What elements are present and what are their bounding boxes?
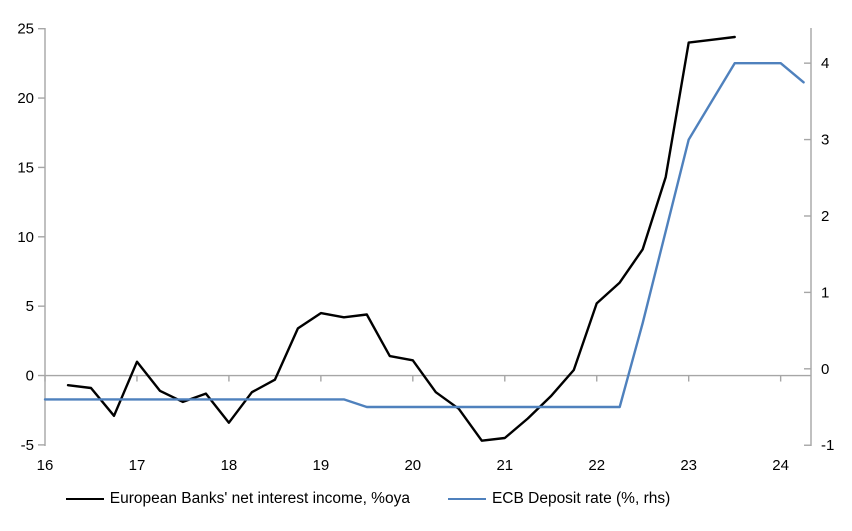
legend-label-net-interest-income: European Banks' net interest income, %oy… xyxy=(109,490,410,507)
right-axis-tick-label: 0 xyxy=(821,361,829,378)
chart-legend: European Banks' net interest income, %oy… xyxy=(0,490,794,508)
left-axis-tick-label: 5 xyxy=(26,298,34,315)
ecb-deposit-rate-line xyxy=(43,62,805,409)
net-interest-income-line xyxy=(66,35,736,442)
right-axis-tick-label: 4 xyxy=(821,55,829,72)
black-line-swatch-icon xyxy=(65,498,104,500)
blue-line-swatch-icon xyxy=(447,498,486,500)
x-axis-tick-label: 16 xyxy=(37,457,54,474)
left-axis-tick-label: -5 xyxy=(21,437,34,454)
left-axis-tick-label: 15 xyxy=(17,159,34,176)
right-axis-tick-label: 2 xyxy=(821,208,829,225)
x-axis-tick-label: 21 xyxy=(496,457,513,474)
x-axis-tick-label: 20 xyxy=(404,457,421,474)
right-axis-tick-label: 3 xyxy=(821,132,829,149)
left-axis-tick-label: 10 xyxy=(17,229,34,246)
x-axis-tick-label: 19 xyxy=(313,457,330,474)
x-axis-tick-label: 18 xyxy=(221,457,238,474)
left-axis-tick-label: 20 xyxy=(17,90,34,107)
x-axis-tick-label: 24 xyxy=(772,457,789,474)
legend-label-ecb-deposit-rate: ECB Deposit rate (%, rhs) xyxy=(491,490,671,507)
right-axis-tick-label: 1 xyxy=(821,284,829,301)
right-axis-tick-label: -1 xyxy=(821,437,834,454)
x-axis-tick-label: 22 xyxy=(588,457,605,474)
legend-item-net-interest-income: European Banks' net interest income, %oy… xyxy=(65,490,410,508)
legend-item-ecb-deposit-rate: ECB Deposit rate (%, rhs) xyxy=(447,490,671,508)
x-axis-tick-label: 23 xyxy=(680,457,697,474)
left-axis-tick-label: 25 xyxy=(17,21,34,38)
x-axis-tick-label: 17 xyxy=(129,457,146,474)
left-axis-tick-label: 0 xyxy=(26,368,34,385)
